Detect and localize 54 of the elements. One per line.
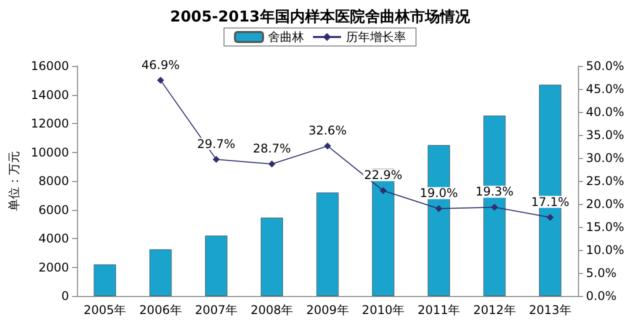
data-label: 22.9% [364,168,402,182]
x-tick-label: 2013年 [528,303,572,317]
y-axis-title: 单位：万元 [7,151,21,211]
point [268,160,276,168]
x-tick-label: 2010年 [362,303,404,317]
y2-tick-label: 15.0% [586,220,624,234]
y-tick-label: 0 [61,289,70,303]
y2-tick-label: 30.0% [586,151,624,165]
chart-title: 2005-2013年国内样本医院舍曲林市场情况 [170,8,471,26]
y2-tick-label: 40.0% [586,105,624,119]
x-tick-label: 2007年 [194,303,238,317]
y-tick-label: 4000 [38,232,70,246]
y-tick-label: 10000 [30,145,70,160]
point [212,156,220,163]
y-tick-label: 16000 [30,59,70,73]
x-tick-label: 2009年 [306,303,349,317]
legend-label: 历年增长率 [346,30,406,44]
y-tick-label: 12000 [30,116,70,130]
point [324,142,332,150]
bar [149,249,172,296]
y2-tick-label: 10.0% [586,243,624,257]
x-tick-label: 2005年 [84,303,126,317]
y-tick-label: 2000 [38,260,70,274]
point [157,76,164,84]
data-label: 17.1% [531,194,570,209]
y-tick-label: 8000 [38,174,70,188]
point [491,204,498,211]
y2-tick-label: 20.0% [586,197,624,211]
x-tick-label: 2008年 [250,303,294,317]
bar [316,192,339,296]
x-tick-label: 2011年 [418,303,460,317]
y2-tick-label: 45.0% [586,82,624,96]
x-tick-label: 2006年 [139,303,182,317]
y-tick-label: 14000 [30,88,70,102]
y2-tick-label: 5.0% [586,266,616,280]
point [380,187,387,194]
y2-tick-label: 35.0% [586,128,624,142]
y2-tick-label: 0.0% [586,289,616,303]
point [435,205,442,212]
legend-label: 舍曲林 [268,30,304,44]
data-label: 28.7% [252,141,291,156]
bar [260,218,284,296]
x-tick-label: 2012年 [473,303,516,317]
data-label: 46.9% [142,58,180,72]
data-label: 29.7% [197,136,236,151]
y-tick-label: 6000 [38,202,70,217]
bar [94,264,116,296]
y2-tick-label: 50.0% [586,59,624,73]
data-label: 19.3% [475,184,514,199]
data-label: 32.6% [308,124,347,138]
bar [205,236,228,296]
y2-tick-label: 25.0% [586,174,624,188]
point [546,214,554,221]
data-label: 19.0% [420,186,458,200]
